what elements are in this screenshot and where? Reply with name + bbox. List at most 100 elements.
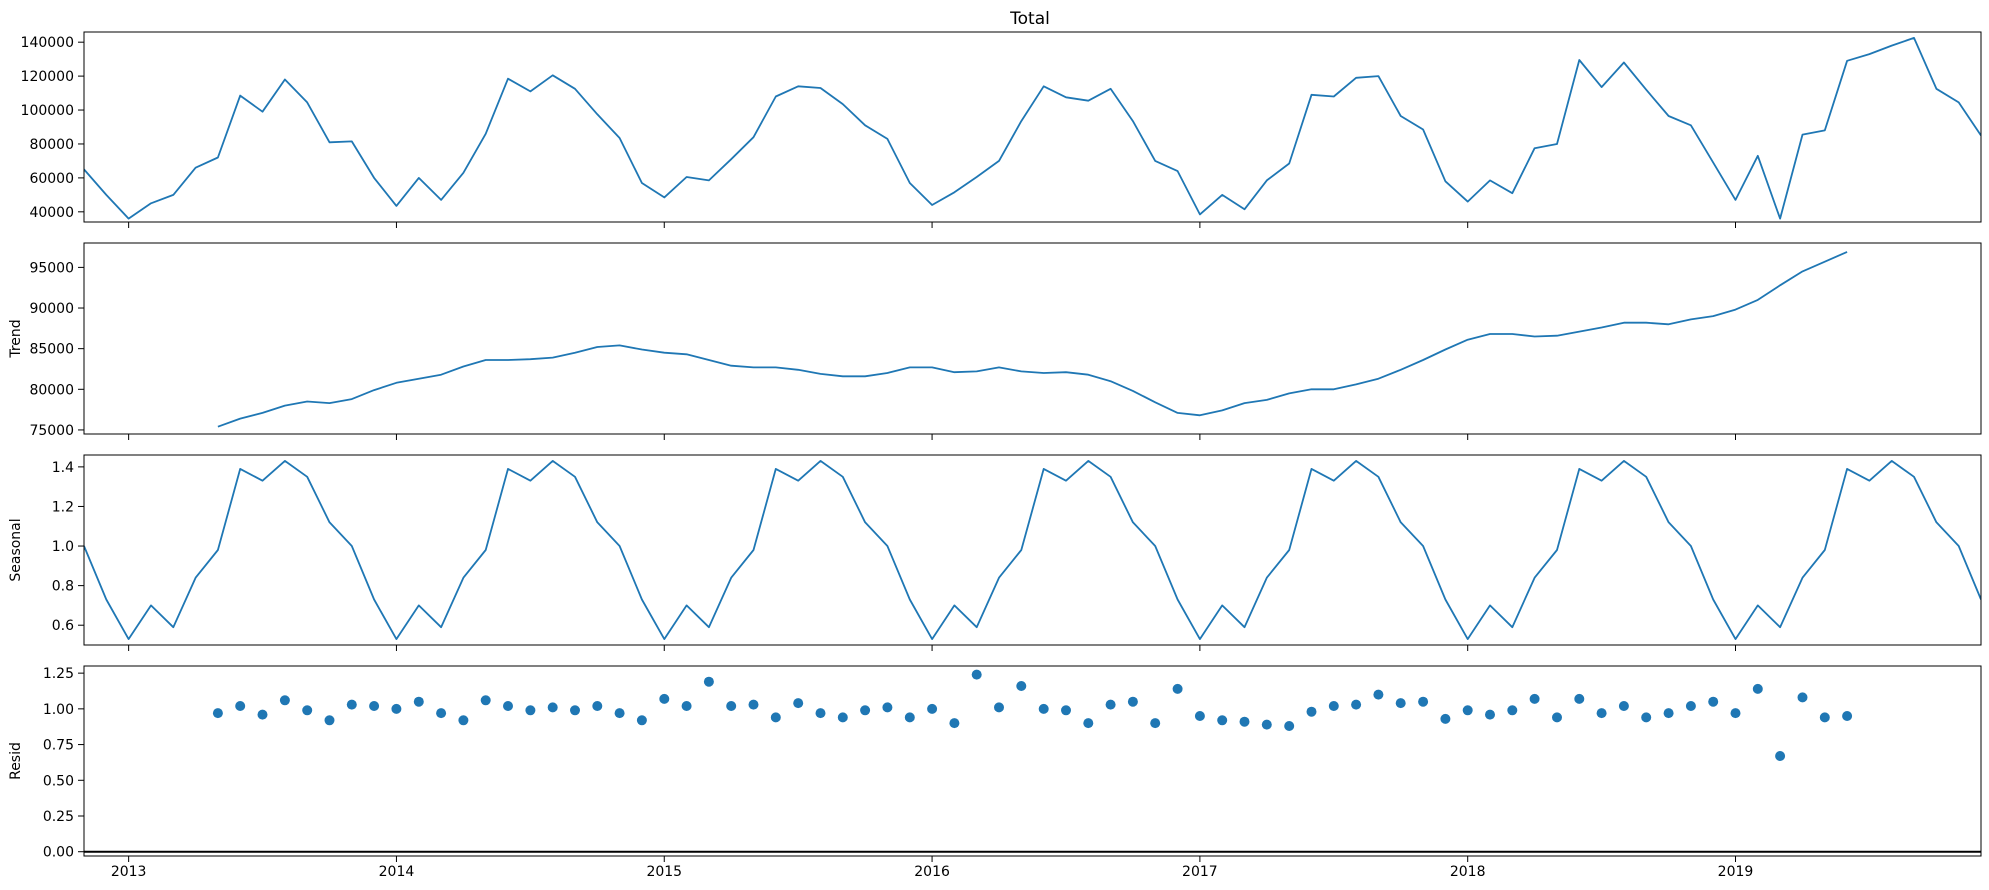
resid-point — [1618, 701, 1629, 711]
resid-point — [413, 696, 424, 707]
total-ytick-label: 80000 — [29, 137, 74, 153]
resid-point — [1194, 711, 1205, 721]
resid-point — [994, 702, 1004, 713]
resid-ytick-label: 0.25 — [43, 809, 74, 825]
resid-point — [1462, 705, 1473, 716]
trend-ytick-label: 90000 — [29, 301, 74, 317]
resid-ytick-label: 0.75 — [43, 738, 74, 754]
resid-point — [1485, 709, 1495, 720]
xtick-label: 2013 — [111, 864, 147, 880]
resid-point — [659, 693, 670, 704]
total-ytick-label: 100000 — [21, 103, 74, 119]
total-panel-frame — [83, 31, 1982, 223]
resid-point — [703, 676, 714, 687]
resid-point — [1105, 699, 1116, 710]
resid-point — [480, 695, 491, 706]
resid-point — [1507, 705, 1518, 716]
resid-point — [324, 715, 335, 726]
resid-point — [1261, 719, 1272, 730]
resid-point — [748, 699, 759, 710]
xtick-label: 2016 — [914, 864, 950, 880]
resid-point — [860, 705, 871, 716]
resid-point — [1685, 701, 1696, 711]
trend-ylabel: Trend — [8, 319, 24, 358]
resid-point — [458, 715, 469, 726]
resid-point — [346, 699, 357, 710]
xtick-label: 2015 — [646, 864, 682, 880]
resid-point — [1529, 693, 1540, 704]
resid-point — [1775, 751, 1786, 761]
resid-point — [770, 712, 781, 723]
resid-point — [1641, 712, 1652, 723]
resid-point — [1127, 696, 1138, 707]
seasonal-ytick-label: 1.0 — [52, 539, 74, 555]
resid-point — [592, 701, 603, 711]
resid-ylabel: Resid — [8, 742, 24, 780]
total-ytick-label: 120000 — [21, 69, 74, 85]
resid-ytick-label: 0.50 — [43, 773, 74, 789]
resid-point — [369, 701, 380, 711]
resid-point — [1038, 703, 1049, 714]
seasonal-panel-frame — [83, 454, 1982, 646]
resid-ytick-label: 0.00 — [43, 845, 74, 861]
resid-point — [1351, 699, 1362, 710]
resid-point — [1150, 718, 1161, 729]
resid-point — [927, 703, 938, 714]
seasonal-ytick-label: 0.6 — [52, 618, 74, 634]
resid-point — [971, 669, 982, 680]
seasonal-ytick-label: 1.2 — [52, 499, 74, 515]
seasonal-ylabel: Seasonal — [8, 518, 24, 581]
resid-point — [503, 701, 513, 711]
resid-point — [815, 708, 826, 719]
resid-point — [1284, 721, 1295, 731]
resid-point — [570, 705, 580, 716]
resid-ytick-label: 1.00 — [43, 702, 74, 718]
xtick-label: 2018 — [1450, 864, 1486, 880]
resid-point — [882, 702, 893, 713]
resid-point — [436, 708, 447, 719]
seasonal-ytick-label: 0.8 — [52, 579, 74, 595]
seasonal-series-line — [84, 459, 1981, 640]
resid-point — [1574, 693, 1585, 704]
resid-point — [1708, 696, 1719, 707]
trend-series-line — [217, 251, 1848, 428]
trend-ytick-label: 85000 — [29, 342, 74, 358]
trend-ytick-label: 75000 — [29, 423, 74, 439]
xtick-label: 2014 — [379, 864, 415, 880]
resid-point — [257, 709, 268, 720]
resid-point — [1797, 692, 1808, 703]
resid-point — [1730, 708, 1741, 719]
trend-ytick-label: 95000 — [29, 260, 74, 276]
resid-point — [391, 703, 402, 714]
resid-point — [1172, 683, 1183, 694]
resid-point — [1328, 701, 1339, 711]
resid-point — [1819, 712, 1830, 723]
resid-point — [726, 701, 737, 711]
resid-point — [681, 701, 692, 711]
seasonal-ytick-label: 1.4 — [52, 460, 74, 476]
resid-point — [1596, 708, 1607, 719]
resid-point — [212, 708, 223, 719]
resid-point — [1552, 712, 1562, 723]
total-ytick-label: 40000 — [29, 205, 74, 221]
resid-point — [1083, 718, 1094, 729]
resid-ytick-label: 1.25 — [43, 666, 74, 682]
resid-panel-frame — [83, 665, 1982, 857]
resid-point — [1440, 713, 1451, 724]
total-ytick-label: 140000 — [21, 35, 74, 51]
resid-point — [1752, 683, 1763, 694]
resid-point — [1842, 711, 1853, 721]
resid-point — [1239, 716, 1250, 727]
trend-panel-frame — [83, 242, 1982, 435]
resid-point — [1663, 708, 1674, 719]
resid-point — [279, 695, 290, 706]
resid-point — [614, 708, 625, 719]
resid-point — [904, 712, 915, 723]
resid-point — [235, 701, 246, 711]
resid-point — [636, 715, 647, 726]
resid-point — [793, 698, 804, 709]
resid-point — [837, 712, 848, 723]
resid-point — [302, 705, 313, 716]
chart-title: Total — [1009, 9, 1050, 29]
